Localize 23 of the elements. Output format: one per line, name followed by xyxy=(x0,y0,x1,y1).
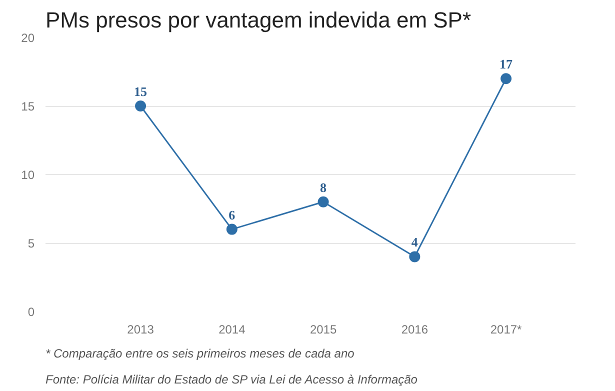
data-label: 6 xyxy=(228,207,236,222)
x-tick-label: 2017* xyxy=(490,322,522,336)
x-tick-label: 2016 xyxy=(401,322,428,336)
chart-title: PMs presos por vantagem indevida em SP* xyxy=(46,8,472,32)
data-label: 15 xyxy=(134,84,148,99)
x-tick-label: 2013 xyxy=(127,322,154,336)
data-label: 4 xyxy=(411,234,418,250)
data-label: 17 xyxy=(500,56,514,72)
y-tick-label: 10 xyxy=(21,168,35,182)
data-label: 8 xyxy=(320,180,328,195)
point xyxy=(226,224,238,235)
point xyxy=(500,73,512,84)
y-tick-label: 0 xyxy=(28,305,35,319)
y-tick-label: 5 xyxy=(28,236,35,250)
y-tick-label: 20 xyxy=(21,31,35,45)
point xyxy=(318,196,329,208)
text: * Comparação entre os seis primeiros meses de cada ano xyxy=(46,346,355,360)
y-tick-label: 15 xyxy=(21,100,35,114)
point xyxy=(135,100,146,112)
x-tick-label: 2014 xyxy=(218,322,246,336)
x-tick-label: 2015 xyxy=(310,322,337,336)
source-note: Fonte: Polícia Militar do Estado de SP via Lei de Acesso à Informação xyxy=(46,372,418,386)
point xyxy=(409,251,420,262)
